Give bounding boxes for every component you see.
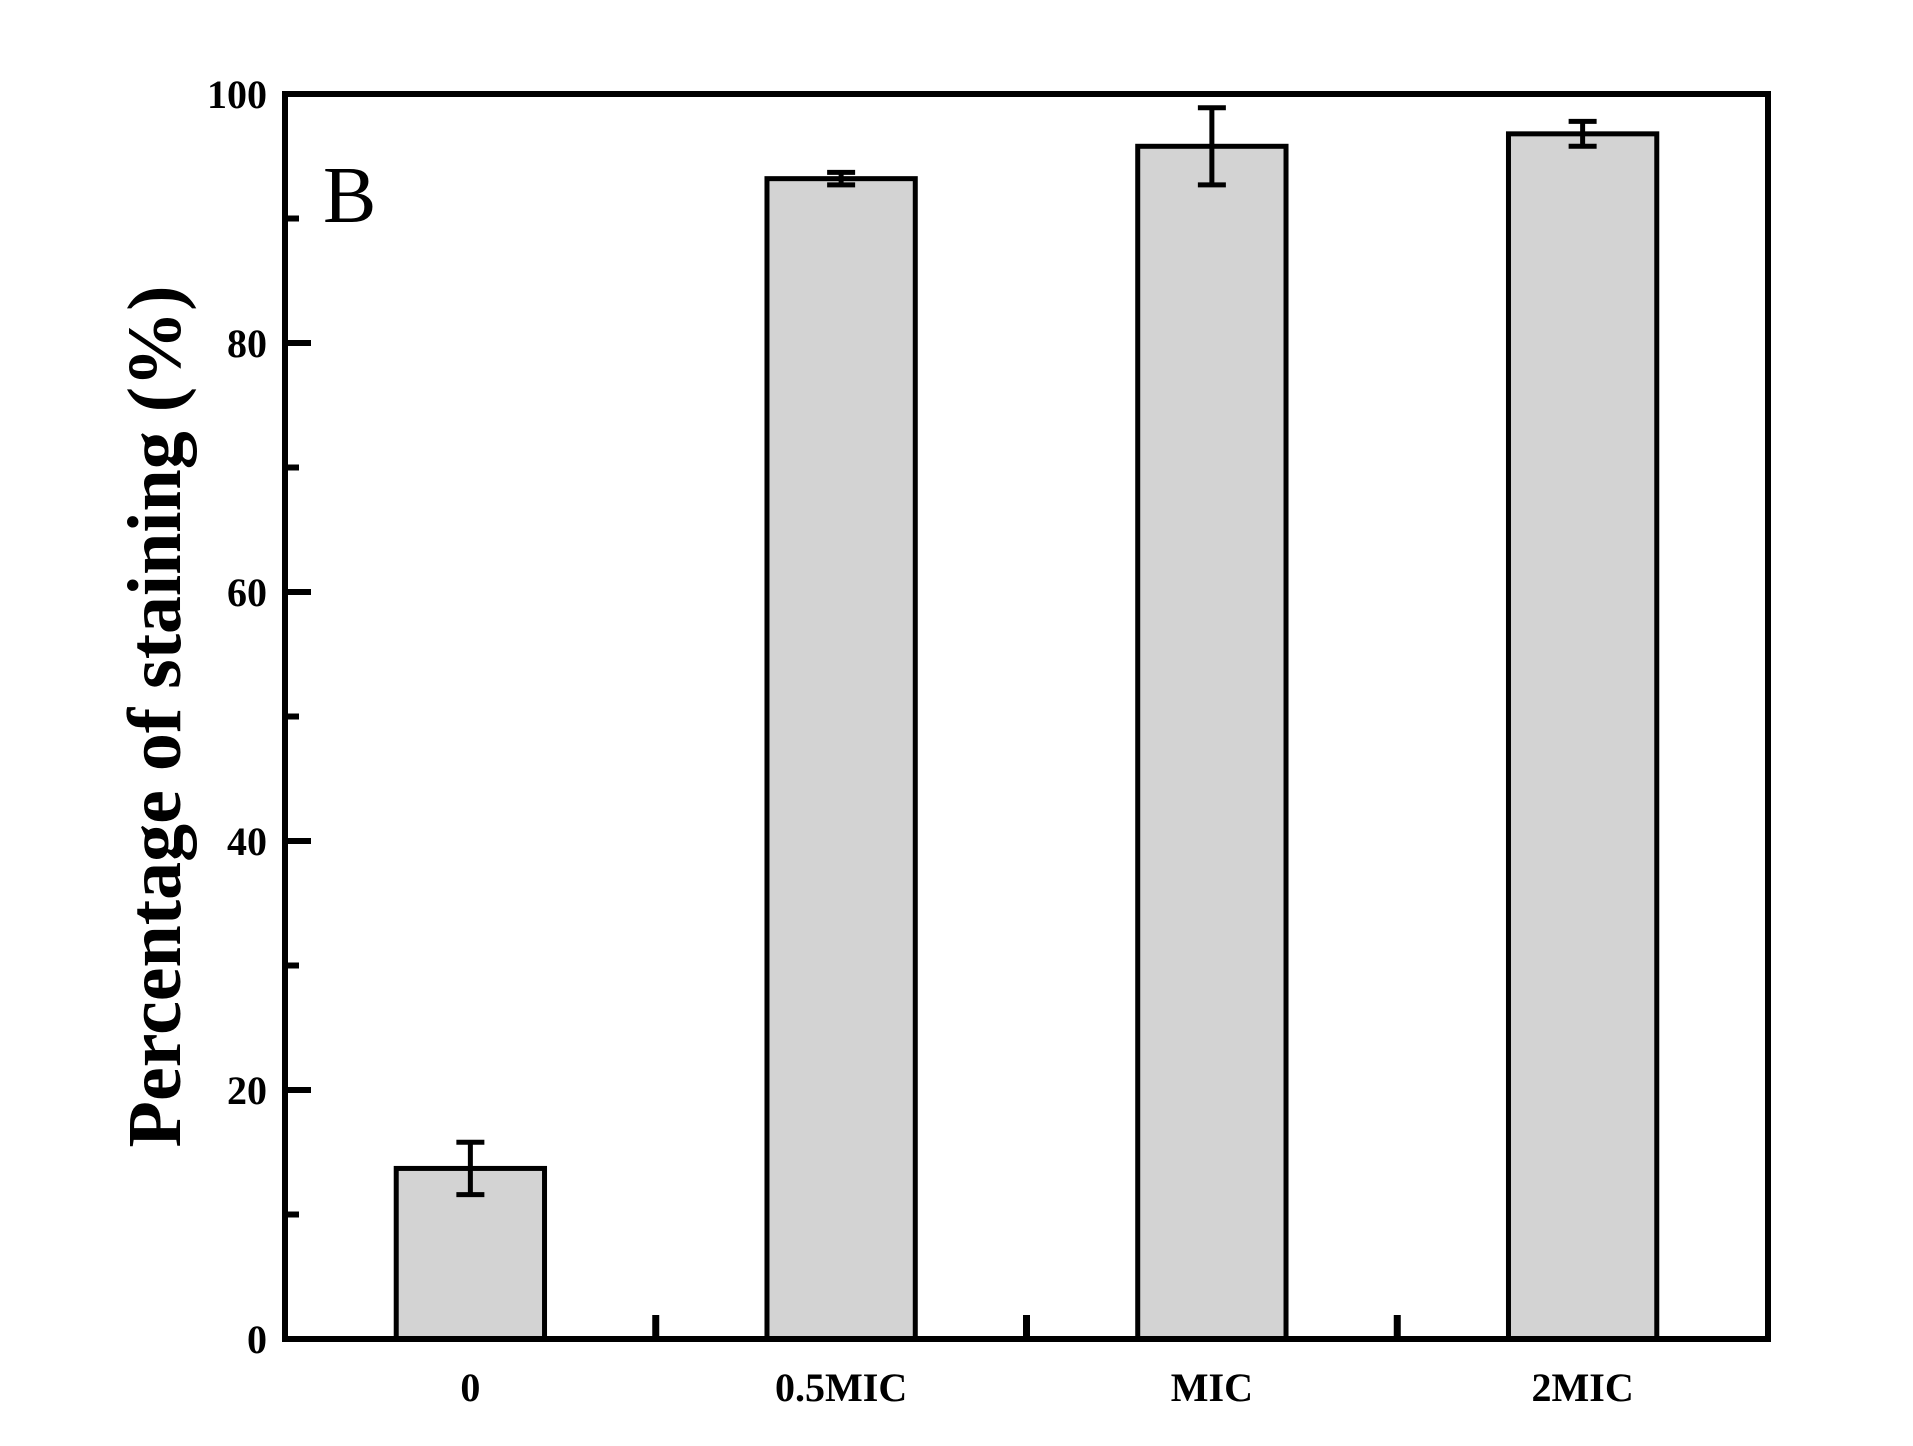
y-tick-label: 20: [227, 1068, 267, 1113]
ticks-layer: [285, 91, 1401, 1342]
y-tick-label: 80: [227, 321, 267, 366]
bar-MIC: [1135, 143, 1289, 1342]
y-tick-label: 0: [247, 1317, 267, 1362]
x-tick-label: 0: [460, 1365, 480, 1410]
y-axis-label: Percentage of staining (%): [113, 286, 197, 1148]
y-tick-label: 60: [227, 570, 267, 615]
error-bar-2MIC: [1568, 118, 1597, 149]
error-bar-MIC: [1197, 105, 1226, 188]
error-bar-0.5MIC: [827, 169, 856, 188]
bar-0.5MIC: [764, 176, 918, 1342]
tick-labels-layer: 0 0.5MIC MIC 2MIC 0 20 40 60 80 100: [207, 72, 1634, 1410]
panel-label: B: [323, 152, 376, 240]
x-tick-label: 0.5MIC: [775, 1365, 907, 1410]
error-bar-0: [456, 1139, 485, 1198]
error-bars-layer: [456, 105, 1597, 1198]
bar-2MIC: [1505, 131, 1660, 1342]
x-tick-label: 2MIC: [1532, 1365, 1634, 1410]
y-tick-label: 40: [227, 819, 267, 864]
x-tick-label: MIC: [1171, 1365, 1253, 1410]
y-tick-label: 100: [207, 72, 267, 117]
bars-layer: [393, 131, 1660, 1342]
